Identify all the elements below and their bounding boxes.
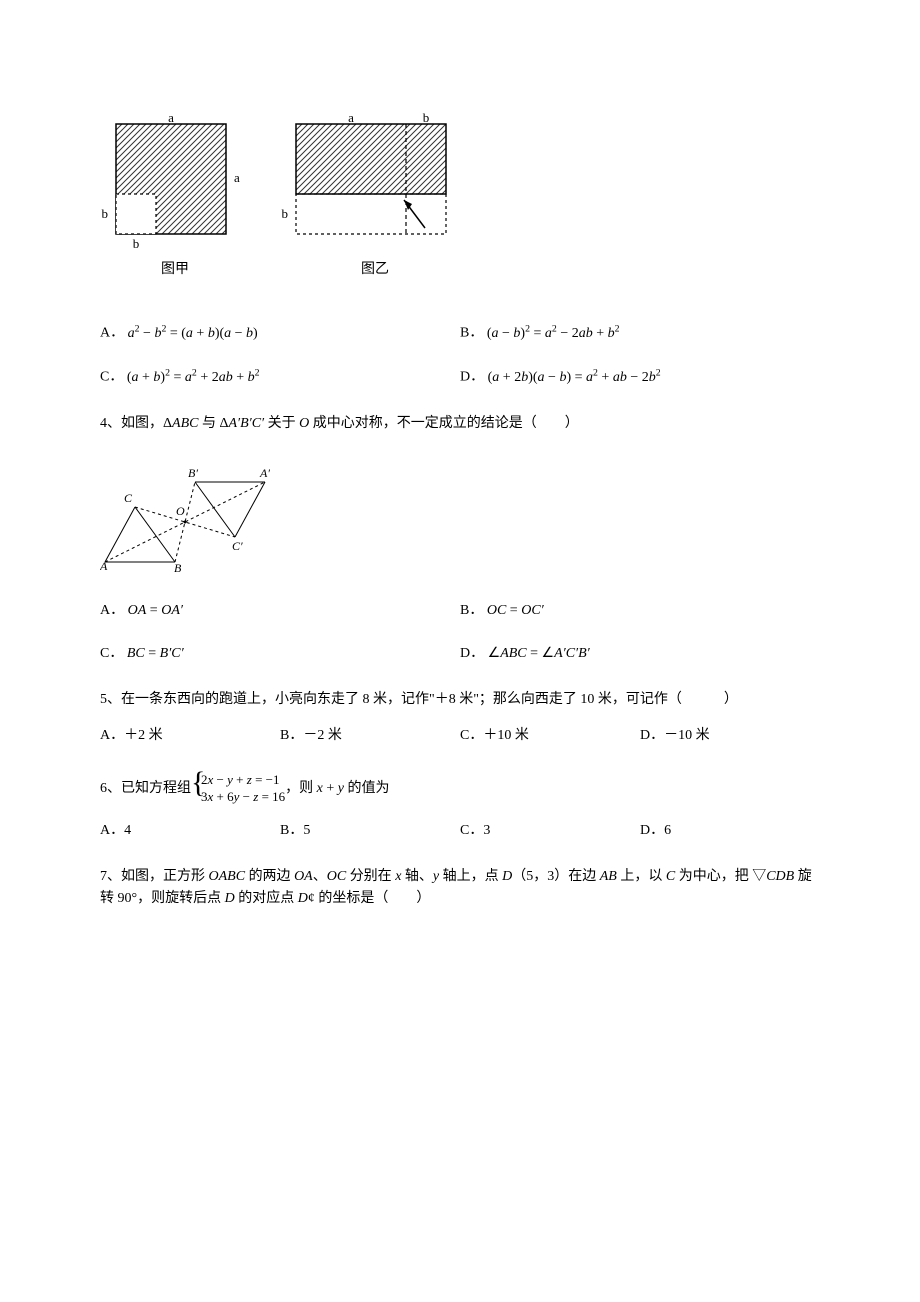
q3-figures: a a b b 图甲 a b b — [100, 110, 820, 281]
q5-option-b: B．－2 米 — [280, 725, 460, 747]
q6-options: A．4 B．5 C．3 D．6 — [100, 820, 820, 842]
q4-option-a: A． OA = OA′ — [100, 600, 460, 622]
svg-text:b: b — [282, 206, 289, 221]
q4-option-a-math: OA = OA′ — [128, 603, 183, 618]
svg-text:A′: A′ — [259, 466, 270, 480]
svg-text:a: a — [168, 110, 174, 125]
figure-yi-svg: a b b — [280, 110, 470, 255]
svg-text:b: b — [423, 110, 430, 125]
q5-option-d: D．－10 米 — [640, 725, 820, 747]
svg-text:B: B — [174, 561, 182, 572]
q3-option-b: B． (a − b)2 = a2 − 2ab + b2 — [460, 321, 820, 345]
svg-text:b: b — [133, 236, 140, 251]
q6-option-a: A．4 — [100, 820, 280, 842]
svg-text:C: C — [124, 491, 133, 505]
q4-option-b: B． OC = OC′ — [460, 600, 820, 622]
q3-option-a-math: a2 − b2 = (a + b)(a − b) — [128, 326, 258, 341]
svg-text:a: a — [234, 170, 240, 185]
figure-yi-caption: 图乙 — [280, 259, 470, 281]
q4-option-c: C． BC = B′C′ — [100, 643, 460, 665]
figure-jia: a a b b 图甲 — [100, 110, 250, 281]
q4-option-d-math: ∠ABC = ∠A′C′B′ — [488, 646, 590, 661]
q6-system: 2x − y + z = −1 3x + 6y − z = 16 — [191, 772, 285, 806]
q5-options: A．＋2 米 B．－2 米 C．＋10 米 D．－10 米 — [100, 725, 820, 747]
q3-option-d-math: (a + 2b)(a − b) = a2 + ab − 2b2 — [488, 370, 661, 385]
svg-text:C′: C′ — [232, 539, 243, 553]
figure-yi: a b b 图乙 — [280, 110, 470, 281]
q4-options-row1: A． OA = OA′ B． OC = OC′ — [100, 600, 820, 622]
q6-option-c: C．3 — [460, 820, 640, 842]
q4-option-d: D． ∠ABC = ∠A′C′B′ — [460, 643, 820, 665]
q5-text: 5、在一条东西向的跑道上，小亮向东走了 8 米，记作"＋8 米"；那么向西走了 … — [100, 689, 820, 711]
q6-eq1: 2x − y + z = −1 — [201, 772, 285, 789]
q3-option-a: A． a2 − b2 = (a + b)(a − b) — [100, 321, 460, 345]
q3-options-row1: A． a2 − b2 = (a + b)(a − b) B． (a − b)2 … — [100, 321, 820, 345]
figure-jia-svg: a a b b — [100, 110, 250, 255]
svg-text:a: a — [348, 110, 354, 125]
q6-eq2: 3x + 6y − z = 16 — [201, 789, 285, 806]
q3-option-c-math: (a + b)2 = a2 + 2ab + b2 — [127, 370, 260, 385]
q4-options-row2: C． BC = B′C′ D． ∠ABC = ∠A′C′B′ — [100, 643, 820, 665]
svg-text:O: O — [176, 504, 185, 518]
q6-option-b: B．5 — [280, 820, 460, 842]
q5-option-a: A．＋2 米 — [100, 725, 280, 747]
q4-diagram: O A B C A′ B′ C′ — [100, 452, 820, 580]
q3-options-row2: C． (a + b)2 = a2 + 2ab + b2 D． (a + 2b)(… — [100, 365, 820, 389]
q4-option-c-math: BC = B′C′ — [127, 646, 184, 661]
q4-text: 4、如图，ΔABC 与 ΔA′B′C′ 关于 O 成中心对称，不一定成立的结论是… — [100, 413, 820, 435]
q3-option-c: C． (a + b)2 = a2 + 2ab + b2 — [100, 365, 460, 389]
q5-option-c: C．＋10 米 — [460, 725, 640, 747]
q6-suffix: ，则 x + y 的值为 — [285, 778, 389, 800]
q6-text: 6、已知方程组 2x − y + z = −1 3x + 6y − z = 16… — [100, 772, 820, 806]
svg-text:b: b — [102, 206, 109, 221]
q6-option-d: D．6 — [640, 820, 820, 842]
q4-svg: O A B C A′ B′ C′ — [100, 452, 270, 572]
q4-option-b-math: OC = OC′ — [487, 603, 544, 618]
svg-text:A: A — [100, 559, 108, 572]
svg-text:B′: B′ — [188, 466, 198, 480]
q3-option-d: D． (a + 2b)(a − b) = a2 + ab − 2b2 — [460, 365, 820, 389]
q6-prefix: 6、已知方程组 — [100, 778, 191, 800]
q7-text: 7、如图，正方形 OABC 的两边 OA、OC 分别在 x 轴、y 轴上，点 D… — [100, 866, 820, 911]
q3-option-b-math: (a − b)2 = a2 − 2ab + b2 — [487, 326, 620, 341]
figure-jia-caption: 图甲 — [100, 259, 250, 281]
